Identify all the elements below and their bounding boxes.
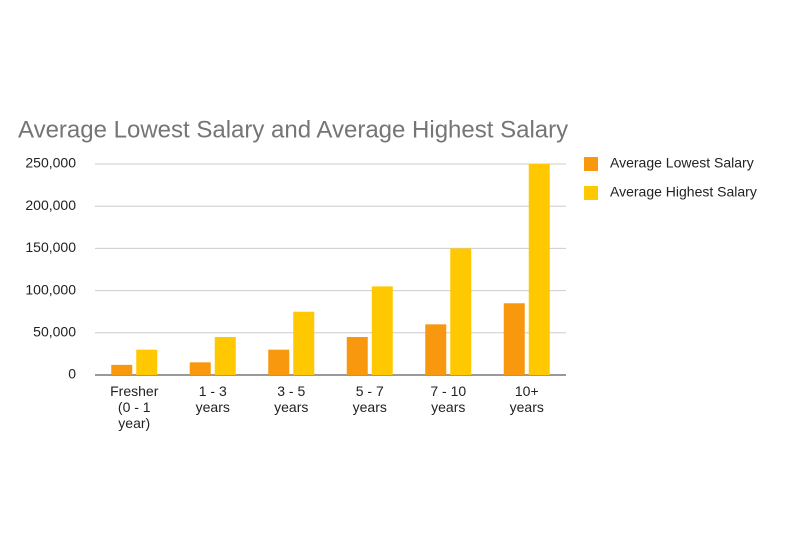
y-tick-label: 150,000 [25,239,76,255]
y-tick-label: 50,000 [33,324,76,340]
x-tick-label: 1 - 3 years [195,383,230,415]
bar [425,324,447,375]
bar [503,303,525,375]
bar [346,337,368,375]
legend-swatch [584,186,598,200]
bar [371,286,393,375]
bar [136,349,158,375]
x-tick-label: 10+ years [509,383,544,415]
y-tick-label: 250,000 [25,155,76,171]
y-tick-label: 100,000 [25,281,76,297]
bar [214,337,236,375]
y-tick-label: 200,000 [25,197,76,213]
legend-label: Average Lowest Salary [610,155,754,171]
y-tick-label: 0 [68,366,76,382]
x-tick-label: 7 - 10 years [430,383,467,415]
legend-label: Average Highest Salary [610,184,757,200]
x-tick-label: 3 - 5 years [274,383,309,415]
legend-swatch [584,157,598,171]
bar [450,248,472,375]
x-tick-label: 5 - 7 years [352,383,387,415]
bar [268,349,290,375]
bar [528,164,550,375]
x-tick-label: Fresher (0 - 1 year) [110,383,159,431]
bar [293,311,315,375]
bar [189,362,211,375]
bar [111,364,133,375]
chart-title: Average Lowest Salary and Average Highes… [18,116,568,143]
